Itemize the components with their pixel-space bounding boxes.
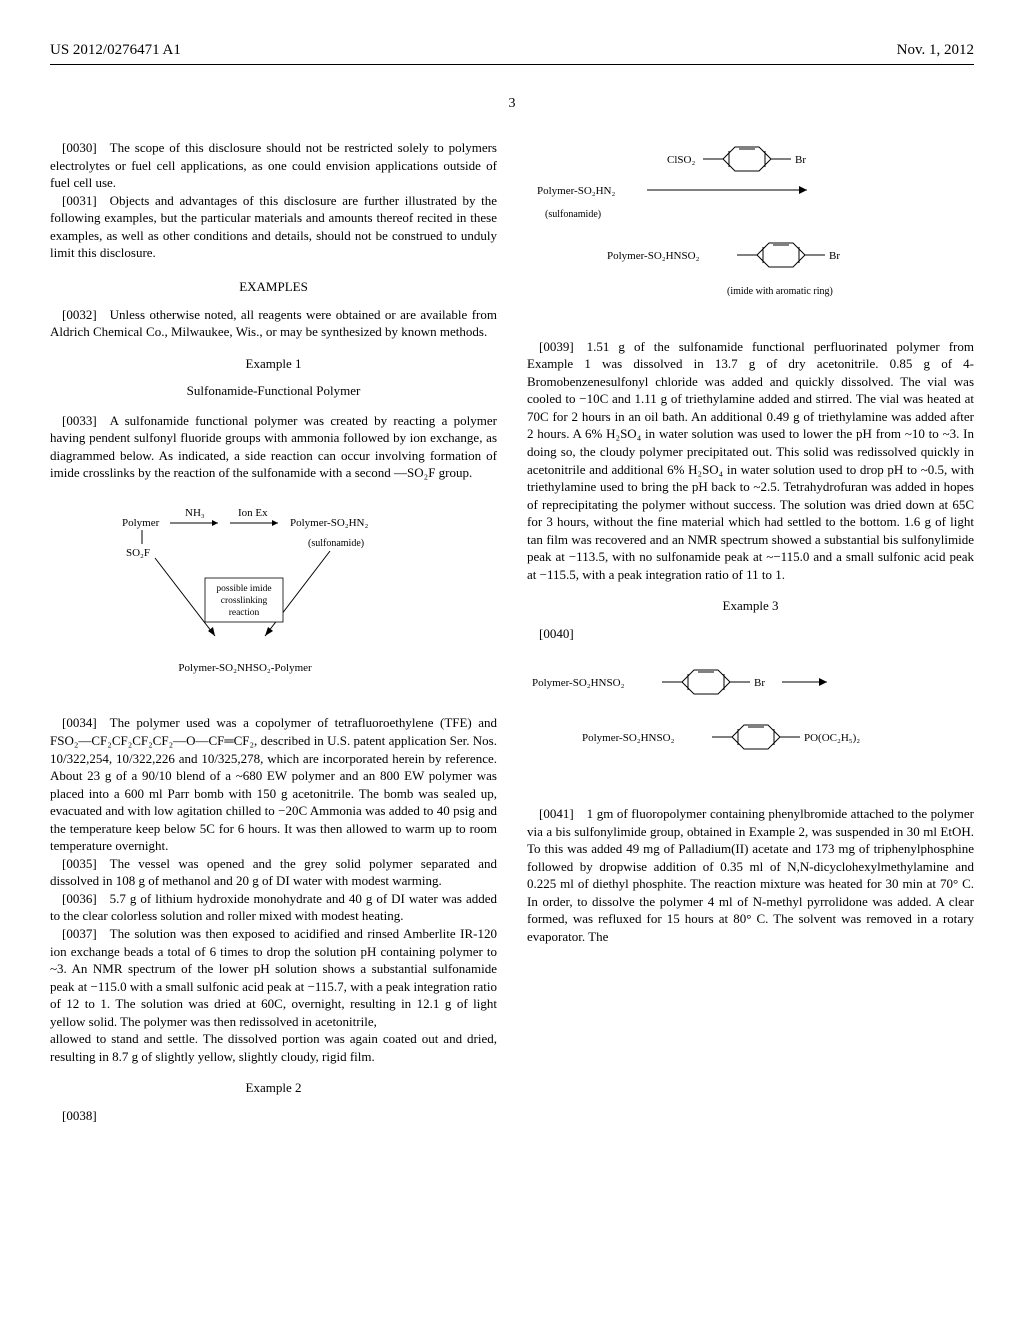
d3-br: Br xyxy=(754,677,765,689)
diagram-example3: Polymer-SO₂HNSO₂ Br Polymer-SO₂HNSO₂ PO(… xyxy=(527,656,974,791)
paragraph-0040: [0040] xyxy=(527,625,974,643)
paragraph-0036: [0036] 5.7 g of lithium hydroxide monohy… xyxy=(50,890,497,925)
d2-br-prod: Br xyxy=(829,250,840,262)
d2-bottom-label: (imide with aromatic ring) xyxy=(727,286,833,297)
body-columns: [0030] The scope of this disclosure shou… xyxy=(50,139,974,1239)
d2-clso2: ClSO₂ xyxy=(667,154,695,166)
pub-date: Nov. 1, 2012 xyxy=(897,40,974,60)
paragraph-0030: [0030] The scope of this disclosure shou… xyxy=(50,139,497,192)
d2-br-top: Br xyxy=(795,154,806,166)
d2-polymer-left: Polymer-SO₂HN₂ xyxy=(537,185,616,197)
example1-subheading: Sulfonamide-Functional Polymer xyxy=(50,382,497,400)
d3-left: Polymer-SO₂HNSO₂ xyxy=(532,677,625,689)
paragraph-0032: [0032] Unless otherwise noted, all reage… xyxy=(50,306,497,341)
d1-polymer-label: Polymer xyxy=(122,517,160,529)
paragraph-0035: [0035] The vessel was opened and the gre… xyxy=(50,855,497,890)
paragraph-0041: [0041] 1 gm of fluoropolymer containing … xyxy=(527,805,974,945)
examples-heading: EXAMPLES xyxy=(50,278,497,296)
d1-sulfonamide-label: (sulfonamide) xyxy=(308,538,364,549)
d3-product-left: Polymer-SO₂HNSO₂ xyxy=(582,732,675,744)
diagram-example2: ClSO₂ Br Polymer-SO₂HN₂ (sulfonamide) Po… xyxy=(527,139,974,324)
d2-product-left: Polymer-SO₂HNSO₂ xyxy=(607,250,700,262)
example1-heading: Example 1 xyxy=(50,355,497,373)
page-number: 3 xyxy=(50,95,974,114)
header-rule xyxy=(50,64,974,65)
d1-bottom-label: Polymer-SO₂NHSO₂-Polymer xyxy=(178,662,312,674)
paragraph-0039: [0039] 1.51 g of the sulfonamide functio… xyxy=(527,338,974,584)
d2-sulfonamide: (sulfonamide) xyxy=(545,209,601,220)
d1-so2f-label: SO₂F xyxy=(126,547,150,559)
d1-side3: reaction xyxy=(229,608,260,618)
diagram2-svg: ClSO₂ Br Polymer-SO₂HN₂ (sulfonamide) Po… xyxy=(527,139,957,319)
paragraph-0038: [0038] xyxy=(50,1107,497,1125)
d1-product-label: Polymer-SO₂HN₂ xyxy=(290,517,369,529)
d1-nh3-label: NH₃ xyxy=(185,507,205,519)
paragraph-0031: [0031] Objects and advantages of this di… xyxy=(50,192,497,262)
example2-heading: Example 2 xyxy=(50,1079,497,1097)
diagram3-svg: Polymer-SO₂HNSO₂ Br Polymer-SO₂HNSO₂ PO(… xyxy=(527,656,957,786)
diagram1-svg: Polymer SO₂F NH₃ Ion Ex Polymer-SO₂HN₂ (… xyxy=(50,496,470,696)
d1-side2: crosslinking xyxy=(221,596,268,606)
d1-ionex-label: Ion Ex xyxy=(238,507,268,519)
pub-number: US 2012/0276471 A1 xyxy=(50,40,181,60)
paragraph-cont: allowed to stand and settle. The dissolv… xyxy=(50,1030,497,1065)
d3-po: PO(OC₂H₅)₂ xyxy=(804,732,860,744)
paragraph-0037: [0037] The solution was then exposed to … xyxy=(50,925,497,1030)
diagram-example1: Polymer SO₂F NH₃ Ion Ex Polymer-SO₂HN₂ (… xyxy=(50,496,497,701)
page-header: US 2012/0276471 A1 Nov. 1, 2012 xyxy=(50,40,974,60)
paragraph-0033: [0033] A sulfonamide functional polymer … xyxy=(50,412,497,482)
example3-heading: Example 3 xyxy=(527,597,974,615)
paragraph-0034: [0034] The polymer used was a copolymer … xyxy=(50,714,497,854)
d1-side1: possible imide xyxy=(216,584,271,594)
